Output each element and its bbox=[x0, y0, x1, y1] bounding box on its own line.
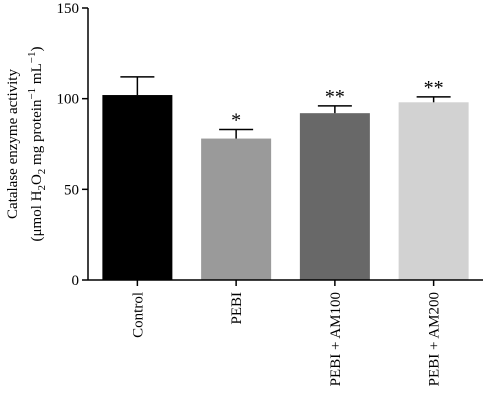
x-tick-label: PEBI + AM200 bbox=[427, 292, 443, 386]
y-tick-label: 100 bbox=[57, 92, 80, 108]
bars: *** ** bbox=[102, 76, 469, 280]
x-tick-label: PEBI + AM100 bbox=[328, 292, 344, 386]
x-tick-label: Control bbox=[130, 292, 146, 338]
bar bbox=[102, 95, 173, 280]
bar bbox=[299, 113, 370, 280]
x-axis: Control PEBI PEBI + AM100 PEBI + AM200 bbox=[88, 279, 483, 386]
y-axis-label-line2: (μmol H2O2 mg protein−1 mL−1) bbox=[26, 47, 48, 242]
significance-marker: ** bbox=[325, 86, 345, 108]
x-tick-label: PEBI bbox=[229, 292, 245, 325]
bar bbox=[398, 102, 469, 280]
y-tick-label: 150 bbox=[57, 1, 80, 17]
y-tick-label: 0 bbox=[72, 273, 80, 289]
significance-marker: ** bbox=[424, 77, 444, 99]
significance-marker: * bbox=[231, 109, 241, 131]
y-tick-label: 50 bbox=[64, 182, 79, 198]
y-axis-label-line1: Catalase enzyme activity bbox=[5, 69, 21, 219]
bar bbox=[201, 138, 272, 280]
y-axis: 0 50 100 150 bbox=[57, 1, 89, 289]
